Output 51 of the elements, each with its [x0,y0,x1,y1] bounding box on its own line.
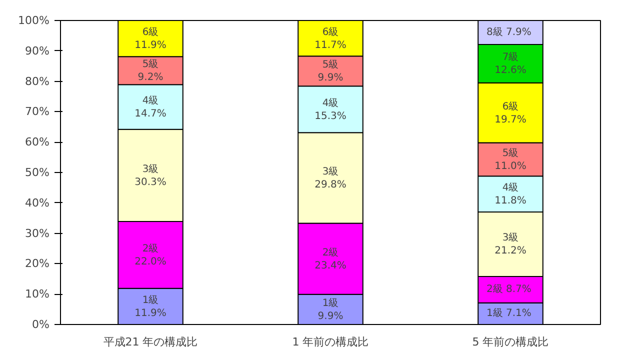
text: 1級 [142,294,159,306]
y-tick-label: 100% [18,14,50,27]
x-tick-label: 平成21 年の構成比 [103,336,198,348]
text: 3級 [322,166,339,178]
text: 5級 [502,148,519,159]
data-label: 30.3% [134,176,166,188]
data-label: 9.9% [318,72,344,84]
data-label: 29.8% [314,179,346,190]
data-label: 23.4% [314,260,346,272]
data-label: 19.7% [494,114,526,126]
data-label: 11.0% [494,160,526,172]
text: 3級 [142,164,159,175]
text: 1級 7.1% [486,308,532,320]
text: 8級 7.9% [486,27,532,38]
text: 5級 [322,60,339,71]
text: 2級 [322,247,339,258]
series-label: 2級 [142,243,159,254]
series-label: 7級 [502,52,519,64]
y-tick-label: 60% [25,136,50,149]
y-tick-label: 90% [25,44,50,58]
y-tick-label: 50% [25,166,50,179]
x-tick-label: 5 年前の構成比 [472,336,549,348]
data-label: 21.2% [494,246,526,257]
y-tick-label: 10% [25,288,50,301]
text: 6級 [502,101,519,112]
y-tick-label: 70% [25,105,50,118]
data-label: 11.9% [134,40,166,52]
text: 6級 [142,27,159,38]
series-label: 1級 [322,298,339,309]
series-label: 4級 [502,182,519,194]
text: 4級 [142,95,159,106]
data-label: 11.9% [134,308,166,319]
y-tick-label: 40% [25,196,50,210]
y-tick-label: 80% [25,74,50,88]
data-label: 9.9% [318,310,344,322]
data-label: 14.7% [134,108,166,120]
data-label: 11.8% [494,196,526,207]
y-tick-label: 30% [25,226,50,240]
series-label: 3級 [502,232,519,244]
series-label: 5級 [142,59,159,70]
series-label: 6級 [322,26,339,38]
x-tick-label: 1 年前の構成比 [292,336,369,348]
data-label: 11.7% [314,40,346,51]
text: 4級 [322,98,339,109]
data-label: 9.2% [138,72,164,84]
text: 2級 8.7% [486,284,532,296]
y-tick-label: 20% [25,257,50,270]
data-label: 22.0% [134,256,166,268]
data-label: 12.6% [494,65,526,76]
data-label: 15.3% [314,110,346,122]
y-tick-label: 0% [32,318,50,331]
